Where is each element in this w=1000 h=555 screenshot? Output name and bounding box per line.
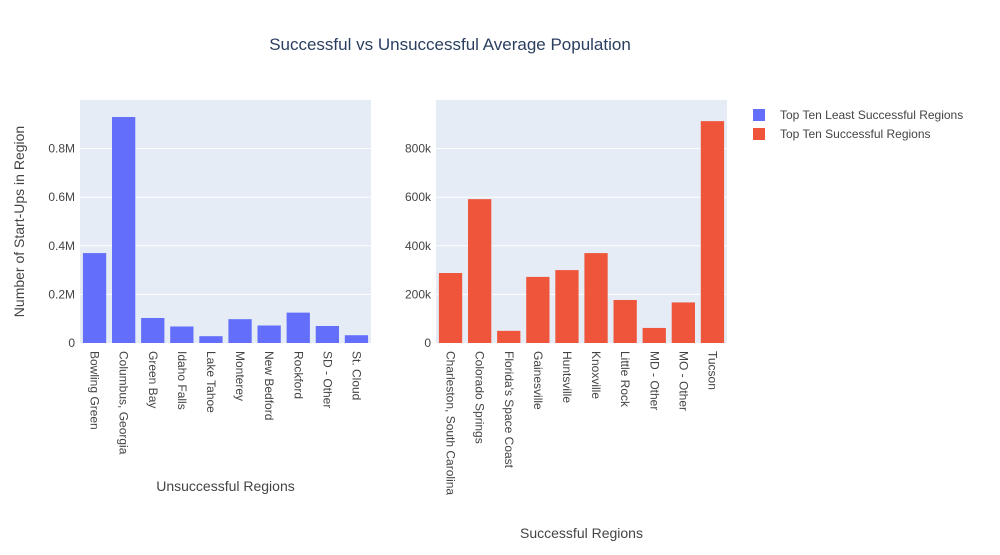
x-tick-label: Lake Tahoe [204, 351, 218, 413]
x-tick-label: Charleston, South Carolina [444, 351, 458, 495]
x-tick-label: Little Rock [618, 351, 632, 408]
subplot-successful: 0 200k 400k 600k 800k Charleston, South Carol… [405, 100, 727, 541]
x-tick-label: Green Bay [146, 351, 160, 408]
x-tick-label: St. Cloud [349, 351, 363, 400]
bar-unsuccessful[interactable] [199, 336, 223, 343]
x-tick-label: MD - Other [647, 351, 661, 410]
bar-successful[interactable] [438, 273, 463, 343]
legend[interactable]: Top Ten Least Successful Regions Top Ten … [753, 108, 963, 141]
legend-item-unsuccessful[interactable]: Top Ten Least Successful Regions [753, 108, 963, 122]
x-tick-label: MO - Other [676, 351, 690, 411]
subplots: 0 0.2M 0.4M 0.6M 0.8M Bowling Green Columbus, … [11, 100, 727, 541]
x-tick-label: Monterey [233, 351, 247, 401]
bar-unsuccessful[interactable] [286, 312, 310, 343]
x-tick-label: Idaho Falls [175, 351, 189, 410]
y-tick-label: 0.2M [48, 287, 75, 301]
x-tick-label: Knoxville [589, 351, 603, 399]
y-tick-label: 0.8M [48, 142, 75, 156]
legend-item-successful[interactable]: Top Ten Successful Regions [753, 127, 931, 141]
y-tick-label: 0 [424, 336, 431, 350]
y-axis-label: Number of Start-Ups in Region [11, 126, 27, 317]
bar-successful[interactable] [584, 253, 608, 343]
legend-label: Top Ten Successful Regions [780, 127, 931, 141]
bar-successful[interactable] [526, 276, 550, 343]
bar-successful[interactable] [497, 330, 521, 343]
y-tick-label: 600k [405, 190, 432, 204]
bar-unsuccessful[interactable] [257, 325, 281, 343]
bar-unsuccessful[interactable] [315, 325, 339, 343]
bar-successful[interactable] [642, 327, 666, 343]
chart-title: Successful vs Unsuccessful Average Popul… [269, 35, 631, 54]
subplot-unsuccessful: 0 0.2M 0.4M 0.6M 0.8M Bowling Green Columbus, … [11, 100, 371, 494]
x-tick-label: Florida's Space Coast [502, 351, 516, 469]
x-tick-label: New Bedford [262, 351, 276, 420]
y-tick-label: 200k [405, 287, 432, 301]
bar-unsuccessful[interactable] [228, 319, 252, 343]
legend-swatch [753, 128, 765, 140]
y-tick-label: 0.4M [48, 239, 75, 253]
legend-label: Top Ten Least Successful Regions [780, 108, 963, 122]
bar-successful[interactable] [613, 299, 637, 343]
bar-unsuccessful[interactable] [112, 117, 136, 343]
x-tick-label: SD - Other [320, 351, 334, 408]
bar-unsuccessful[interactable] [170, 326, 194, 343]
x-tick-label: Tucson [705, 351, 719, 390]
bar-unsuccessful[interactable] [344, 335, 369, 343]
x-tick-label: Colorado Springs [473, 351, 487, 444]
legend-swatch [753, 109, 765, 121]
y-tick-label: 0.6M [48, 190, 75, 204]
x-tick-label: Bowling Green [88, 351, 102, 430]
x-axis-label: Unsuccessful Regions [156, 478, 295, 494]
x-axis-label: Successful Regions [520, 525, 643, 541]
bar-successful[interactable] [468, 199, 492, 343]
x-tick-label: Huntsville [560, 351, 574, 403]
bar-unsuccessful[interactable] [82, 253, 107, 343]
x-tick-label: Gainesville [531, 351, 545, 410]
y-tick-label: 400k [405, 239, 432, 253]
bar-successful[interactable] [671, 302, 695, 343]
x-tick-label: Columbus, Georgia [117, 351, 131, 455]
bar-unsuccessful[interactable] [141, 317, 165, 343]
bar-successful[interactable] [555, 270, 579, 343]
bar-successful[interactable] [700, 121, 725, 344]
y-tick-label: 0 [68, 336, 75, 350]
x-tick-label: Rockford [291, 351, 305, 399]
y-tick-label: 800k [405, 142, 432, 156]
